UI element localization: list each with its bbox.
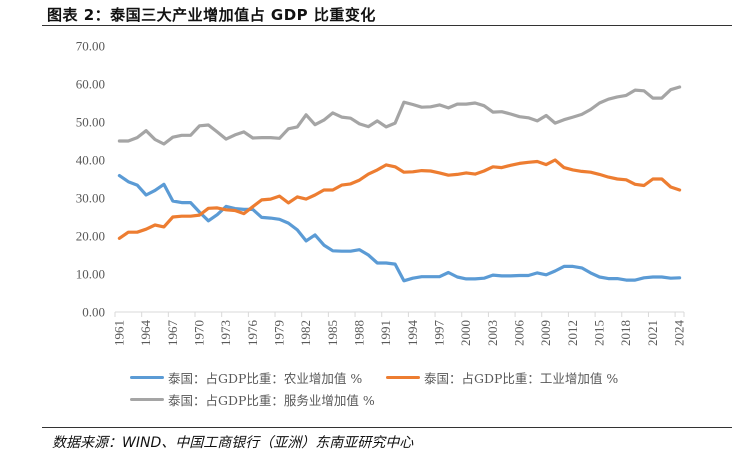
title-divider [42, 25, 732, 26]
x-tick-label: 1991 [378, 320, 393, 346]
series-lines [117, 85, 682, 283]
y-tick-label: 60.00 [76, 77, 105, 92]
x-tick-label: 2012 [565, 320, 580, 346]
legend-swatch-agriculture [130, 375, 164, 380]
x-tick-label: 1970 [191, 320, 206, 346]
x-tick-label: 1994 [405, 320, 420, 347]
chart-title: 图表 2：泰国三大产业增加值占 GDP 比重变化 [47, 6, 376, 24]
y-axis: 0.00 10.00 20.00 30.00 40.00 50.00 60.00 70.00 [76, 39, 105, 320]
x-tick-label: 1982 [298, 320, 313, 346]
legend-label-services: 泰国：占GDP比重：服务业增加值 % [168, 393, 375, 408]
y-tick-label: 30.00 [76, 191, 105, 206]
x-tick-label: 2021 [645, 320, 660, 346]
legend-item-industry: 泰国：占GDP比重：工业增加值 % [386, 368, 618, 387]
x-axis: 1961 1964 1967 1970 1973 1976 1979 1982 1985 1988… [111, 311, 687, 347]
x-tick-label: 2009 [538, 320, 553, 346]
y-tick-label: 0.00 [82, 305, 105, 320]
legend-item-services: 泰国：占GDP比重：服务业增加值 % [130, 390, 375, 409]
x-tick-label: 1997 [432, 320, 447, 347]
x-tick-label: 2006 [512, 320, 527, 347]
x-tick-label: 2015 [592, 320, 607, 346]
legend-item-agriculture: 泰国：占GDP比重：农业增加值 % [130, 368, 362, 387]
x-tick-label: 1988 [351, 320, 366, 346]
x-tick-label: 1973 [218, 320, 233, 346]
x-tick-label: 1964 [138, 320, 153, 347]
x-tick-label: 1967 [165, 320, 180, 347]
source-divider [42, 427, 732, 428]
series-line-industry [117, 158, 682, 240]
x-tick-label: 2003 [485, 320, 500, 346]
y-tick-label: 40.00 [76, 153, 105, 168]
y-tick-label: 70.00 [76, 39, 105, 54]
legend-label-industry: 泰国：占GDP比重：工业增加值 % [424, 371, 619, 386]
y-tick-label: 50.00 [76, 115, 105, 130]
legend-swatch-services [130, 397, 164, 402]
x-tick-label: 2024 [672, 320, 687, 347]
data-source-note: 数据来源：WIND、中国工商银行（亚洲）东南亚研究中心 [52, 435, 414, 451]
x-tick-label: 1976 [245, 320, 260, 347]
legend-label-agriculture: 泰国：占GDP比重：农业增加值 % [168, 371, 363, 386]
x-tick-label: 1979 [271, 320, 286, 346]
x-tick-label: 2000 [458, 320, 473, 346]
y-tick-label: 20.00 [76, 229, 105, 244]
series-line-agriculture [117, 174, 682, 283]
x-tick-label: 2018 [618, 320, 633, 346]
series-line-services [117, 85, 682, 146]
legend-swatch-industry [386, 375, 420, 380]
y-tick-label: 10.00 [76, 267, 105, 282]
x-tick-label: 1985 [325, 320, 340, 346]
line-chart: 0.0010.0020.0030.0040.0050.0060.0070.00 … [76, 39, 687, 347]
x-tick-label: 1961 [111, 320, 126, 346]
